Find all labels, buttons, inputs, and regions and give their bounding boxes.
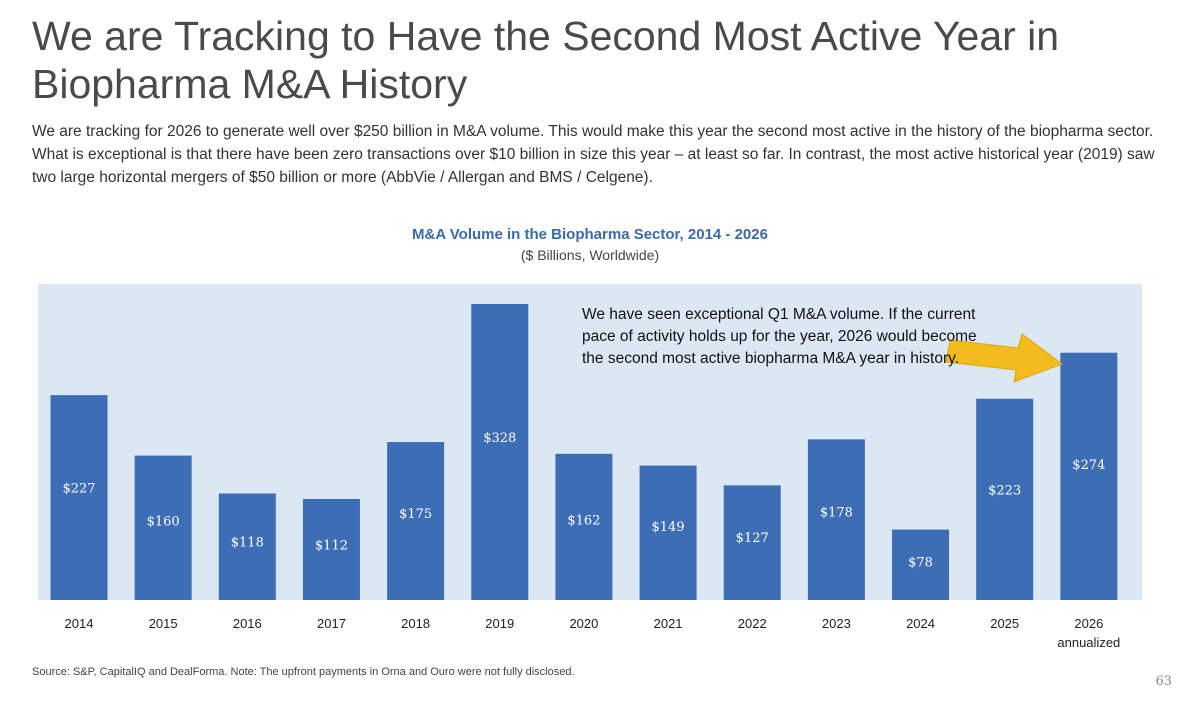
bar-2025	[976, 398, 1034, 600]
value-label-2018: $175	[399, 507, 432, 522]
value-label-2016: $118	[231, 535, 264, 550]
x-tick-label-2014: 2014	[65, 616, 94, 631]
bar-2022	[723, 485, 781, 600]
value-label-2017: $112	[315, 538, 348, 553]
value-label-2024: $78	[908, 555, 933, 570]
value-label-2019: $328	[483, 431, 516, 446]
x-tick-label-2015: 2015	[149, 616, 178, 631]
page-number: 63	[1155, 674, 1172, 689]
value-label-2021: $149	[652, 520, 685, 535]
value-label-2025: $223	[988, 483, 1021, 498]
callout-arrow	[945, 333, 1064, 383]
bar-2021	[639, 465, 697, 600]
bar-2018	[387, 442, 445, 600]
slide-title: We are Tracking to Have the Second Most …	[32, 13, 1060, 107]
x-tick-label-2020: 2020	[569, 616, 598, 631]
bar-2016	[218, 493, 276, 600]
bar-2023	[807, 439, 865, 600]
x-tick-label-2025: 2025	[990, 616, 1019, 631]
chart-subtitle: ($ Billions, Worldwide)	[520, 247, 660, 263]
x-tick-label-2023: 2023	[822, 616, 851, 631]
value-label-2020: $162	[567, 514, 600, 529]
value-label-2026: $274	[1072, 458, 1105, 473]
x-tick-label-2016: 2016	[233, 616, 262, 631]
x-tick-label-2018: 2018	[401, 616, 430, 631]
bar-chart: $227 $160 $118 $112 $175 $328 $162 $149 $127 $178…	[38, 284, 1142, 650]
x-tick-label-2021: 2021	[654, 616, 683, 631]
value-label-2015: $160	[147, 515, 180, 530]
x-tick-label-2026: 2026	[1074, 616, 1103, 631]
bar-2019	[471, 304, 529, 600]
value-label-2022: $127	[736, 531, 769, 546]
bar-2026	[1060, 352, 1118, 600]
x-tick-label-2022: 2022	[738, 616, 767, 631]
bar-2015	[134, 455, 192, 600]
x-tick-label-2024: 2024	[906, 616, 935, 631]
chart-callout: We have seen exceptional Q1 M&A volume. …	[582, 306, 977, 367]
bar-2017	[302, 498, 360, 600]
x-tick-label-2019: 2019	[485, 616, 514, 631]
bar-2014	[50, 395, 108, 600]
source-note: Source: S&P, CapitalIQ and DealForma. No…	[32, 666, 575, 678]
value-label-2014: $227	[62, 481, 95, 496]
x-tick-label-2017: 2017	[317, 616, 346, 631]
slide-body-text: We are tracking for 2026 to generate wel…	[32, 123, 1155, 186]
x-tick-sublabel-2026: annualized	[1057, 635, 1120, 650]
value-label-2023: $178	[820, 506, 853, 521]
chart-title: M&A Volume in the Biopharma Sector, 2014…	[412, 226, 768, 243]
bar-2020	[555, 453, 613, 600]
bar-2024	[892, 529, 950, 600]
